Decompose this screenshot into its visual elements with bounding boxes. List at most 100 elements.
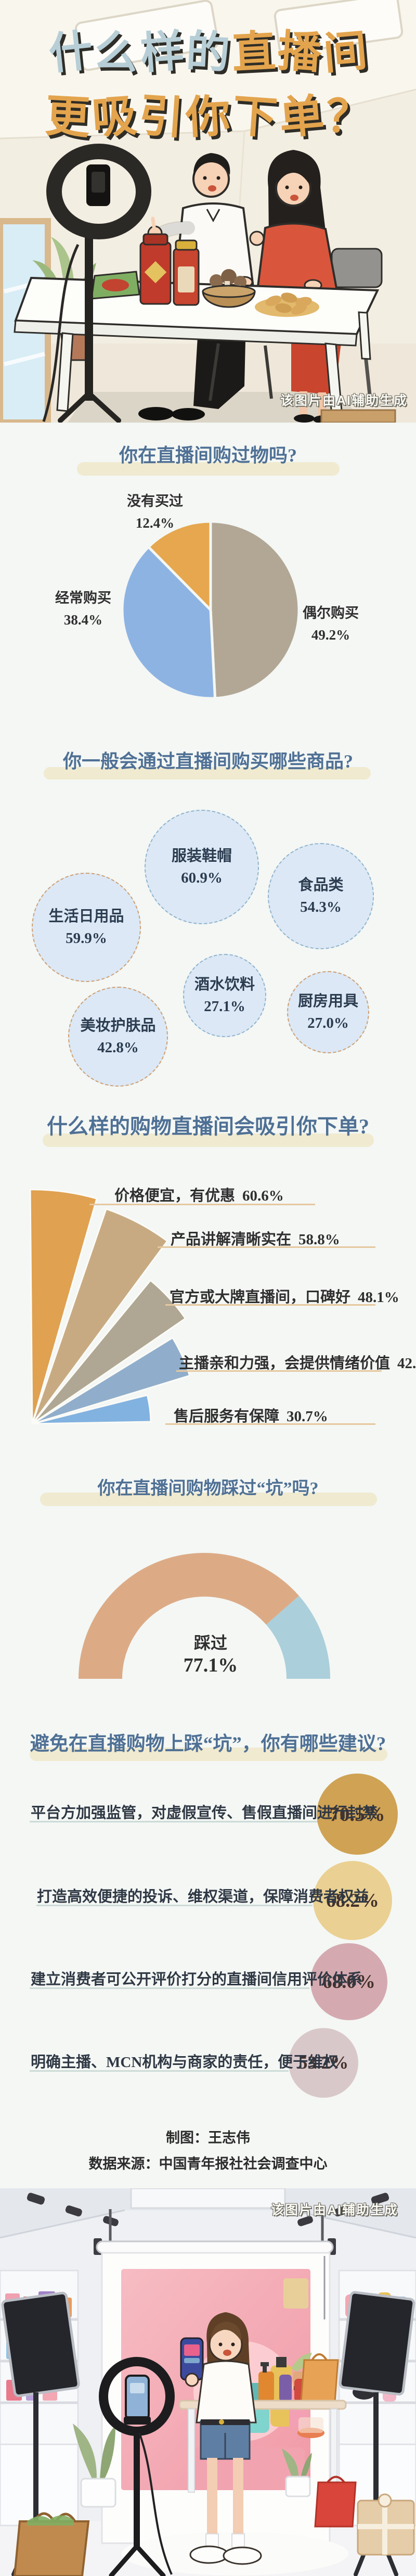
- title-char: 你: [184, 91, 232, 144]
- ai-watermark-top: 该图片由AI辅助生成: [280, 393, 408, 408]
- fan-label-5: 售后服务有保障 30.7%: [174, 1408, 328, 1425]
- title-char: 更: [44, 91, 92, 144]
- ai-watermark-bottom: 该图片由AI辅助生成: [270, 2203, 398, 2217]
- section-pie: 你在直播间购过物吗? 没有买过 12.4% 经常购买 38.4% 偶尔购买 49…: [0, 423, 416, 723]
- pie-slice-经常购买: [121, 545, 217, 700]
- pie-slice-没有买过: [147, 520, 212, 611]
- skylight-panels: [74, 0, 404, 71]
- section-fan: 什么样的购物直播间会吸引你下单? 价格便宜，有优惠 60.6% 产品讲解清晰实在 5…: [0, 1088, 416, 1447]
- fan-blade-产品讲解清晰实在: [31, 1208, 168, 1425]
- suggestion-badge-3: 68.0%: [310, 1943, 387, 2020]
- pie-chart: [121, 520, 301, 700]
- fan-label-1: 价格便宜，有优惠 60.6%: [114, 1188, 284, 1204]
- pie-label-never: 没有买过 12.4%: [127, 493, 183, 531]
- title-char: 的: [185, 26, 231, 78]
- mushroom-bowl: [202, 269, 256, 308]
- cable: [42, 244, 80, 422]
- title-char: 单: [277, 90, 327, 144]
- plant-left: [73, 2424, 116, 2508]
- section-bubbles: 你一般会通过直播间购买哪些商品? 服装鞋帽 60.9% 食品类 54.3% 生活日用…: [0, 723, 416, 1088]
- title-char: 么: [93, 25, 140, 79]
- title-char: 什: [46, 25, 95, 79]
- ring-light: [42, 144, 151, 423]
- gauge-value: 77.1%: [183, 1654, 238, 1676]
- title-char: 样: [138, 26, 186, 78]
- suggestion-badge-4: 53.2%: [289, 2028, 358, 2098]
- credit-source: 数据来源：中国青年报社社会调查中心: [88, 2156, 328, 2172]
- section-suggestions: 避免在直播购物上踩“坑”，你有哪些建议? 平台方加强监管，对虚假宣传、售假直播间…: [0, 1717, 416, 2113]
- section-heading: 避免在直播购物上踩“坑”，你有哪些建议?: [30, 1733, 386, 1755]
- suggestion-text-2: 打造高效便捷的投诉、维权渠道，保障消费者权益: [37, 1889, 369, 1905]
- title-char: 吸: [90, 91, 139, 144]
- fan-blade-价格便宜，有优惠: [29, 1189, 98, 1425]
- section-credits: 制图：王志伟 数据来源：中国青年报社社会调查中心: [0, 2113, 416, 2188]
- fan-label-2: 产品讲解清晰实在 58.8%: [171, 1231, 340, 1248]
- heading-highlight: [30, 1748, 387, 1761]
- section-heading: 你一般会通过直播间购买哪些商品?: [62, 751, 353, 772]
- paper-bag: [13, 2520, 90, 2576]
- fan-underline-3: [165, 1304, 375, 1306]
- suggestion-badge-2: 68.2%: [313, 1861, 392, 1940]
- fan-underline-5: [165, 1423, 375, 1425]
- ring-light-bottom: [99, 2357, 175, 2576]
- bubble-clothing: 服装鞋帽 60.9%: [145, 810, 259, 924]
- suggestion-text-1: 平台方加强监管，对虚假宣传、售假直播间进行封禁: [31, 1805, 378, 1821]
- fan-blade-官方或大牌直播间，口碑好: [31, 1279, 187, 1425]
- mounted-phone: [125, 2375, 150, 2420]
- pie-label-occasional: 偶尔购买 49.2%: [303, 605, 359, 643]
- fan-blade-主播亲和力强，会提供情绪价值: [31, 1337, 191, 1425]
- title-char: ？: [325, 91, 372, 143]
- peanut-pile: [255, 292, 319, 317]
- title-char: 下: [230, 91, 279, 144]
- bottom-illustration: 该图片由AI辅助生成: [0, 2188, 416, 2576]
- suggestion-underline-4: [30, 2070, 289, 2072]
- bubble-cosmetics: 美妆护肤品 42.8%: [68, 987, 168, 1087]
- suggestion-underline-2: [36, 1905, 313, 1906]
- header-scene: [0, 0, 416, 423]
- heading-highlight: [44, 767, 371, 780]
- streamer-girl: [180, 2312, 262, 2565]
- plant-right-small: [282, 2449, 312, 2497]
- poster-card: [283, 2278, 308, 2309]
- suggestion-underline-3: [30, 1987, 309, 1989]
- fan-underline-4: [176, 1370, 382, 1372]
- gauge-arc-rest: [266, 1596, 330, 1679]
- section-heading: 你在直播间购过物吗?: [119, 445, 297, 466]
- bubble-daily-goods: 生活日用品 59.9%: [32, 873, 141, 982]
- fan-underline-1: [89, 1204, 315, 1205]
- main-title-line2: 更吸引你下单？: [0, 90, 416, 144]
- floor-items: [13, 2476, 415, 2576]
- orange-bag: [300, 2359, 339, 2403]
- pie-label-often: 经常购买 38.4%: [55, 590, 111, 628]
- bubble-drinks: 酒水饮料 27.1%: [183, 954, 266, 1037]
- suggestion-text-4: 明确主播、MCN机构与商家的责任，便于维权: [31, 2054, 339, 2071]
- table-products: [90, 233, 319, 317]
- heading-highlight: [40, 1493, 377, 1506]
- suggestion-badge-1: 70.5%: [317, 1774, 398, 1855]
- section-gauge: 你在直播间购物踩过“坑”吗? 踩过 77.1%: [0, 1447, 416, 1717]
- gift-bag: [314, 2481, 357, 2528]
- title-char: 引: [137, 91, 186, 144]
- suggestion-underline-1: [30, 1821, 321, 1822]
- fan-blade-售后服务有保障: [31, 1394, 152, 1425]
- main-title-line1: 什么样的直播间: [0, 25, 416, 79]
- title-char: 播: [276, 26, 323, 78]
- gauge-chart: [79, 1553, 330, 1679]
- bubble-kitchenware: 厨房用具 27.0%: [287, 971, 369, 1053]
- pie-slice-偶尔购买: [209, 520, 301, 700]
- suggestion-text-3: 建立消费者可公开评价打分的直播间信用评价体系: [31, 1971, 363, 1988]
- heading-highlight: [77, 462, 340, 476]
- credit-author: 制图：王志伟: [166, 2130, 250, 2146]
- track-lights: [27, 2192, 389, 2226]
- section-heading: 你在直播间购物踩过“坑”吗?: [97, 1479, 319, 1498]
- gauge-arc-filled: [79, 1553, 300, 1679]
- fan-label-3: 官方或大牌直播间，口碑好 48.1%: [170, 1289, 399, 1306]
- fan-chart: [29, 1189, 191, 1425]
- bubble-food: 食品类 54.3%: [268, 843, 374, 949]
- title-char: 直: [230, 26, 277, 78]
- fan-underline-2: [158, 1246, 375, 1248]
- store-scene: [0, 2188, 416, 2576]
- floor-box: [320, 409, 396, 423]
